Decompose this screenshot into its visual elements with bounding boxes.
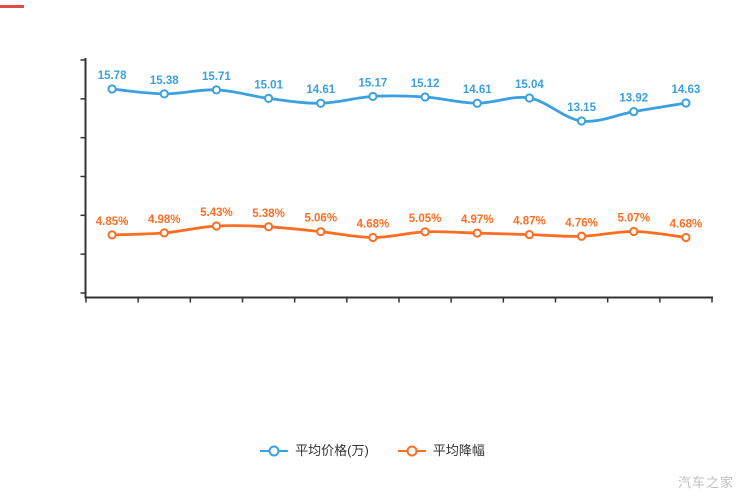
price-data-point: [211, 85, 222, 95]
price-data-label: 15.78: [98, 70, 127, 82]
price-data-label: 14.61: [306, 84, 335, 96]
discount-data-point: [159, 228, 169, 238]
discount-data-label: 4.68%: [670, 218, 703, 230]
chart-legend: 平均价格(万) 平均降幅: [0, 442, 744, 460]
discount-data-point: [681, 232, 691, 243]
discount-data-label: 4.98%: [148, 214, 181, 226]
price-series-line: [110, 87, 688, 123]
price-data-point: [524, 93, 535, 103]
discount-data-point: [368, 232, 378, 243]
legend-item-avg-discount[interactable]: 平均降幅: [397, 442, 485, 460]
price-data-point: [316, 98, 326, 108]
price-data-point: [263, 93, 274, 103]
price-data-label: 15.71: [202, 71, 231, 83]
discount-data-point: [263, 222, 274, 232]
discount-data-label: 5.38%: [252, 208, 285, 220]
discount-data-point: [316, 227, 326, 237]
price-data-label: 13.92: [619, 93, 648, 105]
price-data-point: [159, 89, 169, 99]
discount-data-point: [211, 221, 222, 231]
price-data-point: [629, 107, 639, 117]
legend-item-avg-price[interactable]: 平均价格(万): [259, 442, 369, 460]
legend-label-avg-price: 平均价格(万): [295, 443, 369, 458]
discount-data-point: [576, 231, 587, 241]
price-data-point: [107, 84, 117, 94]
discount-data-label: 4.97%: [461, 214, 494, 226]
discount-data-label: 5.06%: [304, 213, 337, 225]
discount-data-point: [107, 230, 117, 240]
discount-data-label: 5.07%: [617, 213, 650, 225]
discount-data-point: [472, 228, 482, 238]
price-data-point: [368, 91, 378, 102]
line-circle-icon: [260, 445, 289, 457]
discount-data-point: [420, 227, 430, 237]
line-circle-icon: [397, 445, 426, 457]
discount-series-line: [110, 224, 688, 239]
price-data-point: [576, 116, 587, 126]
price-data-label: 15.38: [150, 75, 179, 87]
price-data-label: 15.12: [411, 78, 440, 90]
discount-data-point: [524, 229, 535, 240]
discount-data-label: 5.43%: [200, 207, 233, 219]
discount-data-label: 4.68%: [357, 218, 390, 230]
legend-label-avg-discount: 平均降幅: [432, 443, 485, 458]
price-data-label: 14.61: [463, 84, 492, 96]
price-data-label: 14.63: [672, 84, 701, 96]
discount-data-label: 5.05%: [409, 213, 442, 225]
price-data-label: 15.04: [515, 79, 544, 91]
discount-data-label: 4.76%: [565, 217, 598, 229]
price-data-point: [420, 92, 430, 102]
autohome-watermark: 汽车之家: [677, 475, 734, 490]
price-data-point: [681, 98, 691, 108]
price-data-label: 15.17: [359, 77, 388, 89]
price-data-label: 13.15: [567, 102, 596, 114]
price-data-point: [472, 98, 482, 108]
red-mark-artifact: [0, 5, 24, 8]
discount-data-label: 4.87%: [513, 216, 546, 228]
price-data-label: 15.01: [254, 79, 283, 91]
discount-data-point: [629, 226, 639, 237]
discount-data-label: 4.85%: [96, 216, 129, 228]
